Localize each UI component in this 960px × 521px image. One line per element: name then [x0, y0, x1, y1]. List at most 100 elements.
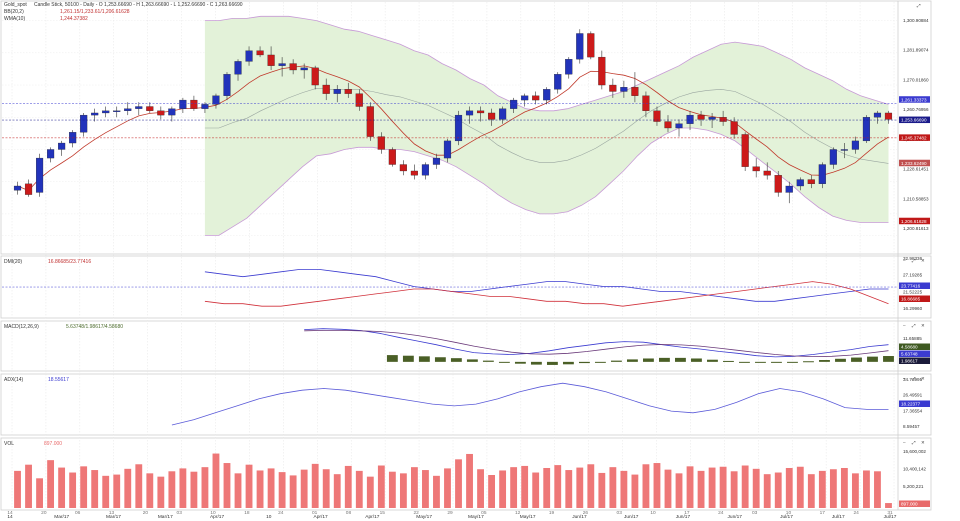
candle-body — [300, 67, 308, 71]
volume-bar — [719, 466, 727, 508]
volume-bar — [444, 468, 451, 508]
volume-bar — [499, 470, 507, 508]
close-icon[interactable]: ✕ — [921, 440, 925, 445]
x-day-label: 03 — [617, 510, 623, 516]
candle-body — [796, 179, 804, 187]
volume-bar — [289, 475, 297, 508]
adx-tick-label: 17.36554 — [903, 408, 923, 413]
volume-bar — [223, 463, 231, 508]
dmi-series — [2, 269, 897, 307]
bb-values: 1,261.15/1,233.61/1,206.61628 — [60, 9, 130, 15]
adx-badge-bg — [899, 400, 930, 407]
candle-body — [741, 134, 749, 167]
x-day-label: 03 — [177, 510, 183, 516]
price-badge-bg — [899, 217, 930, 225]
candle-body — [179, 99, 187, 109]
candle-body — [234, 61, 242, 75]
volume-bar — [840, 467, 848, 508]
wma-label: WMA(10) — [4, 16, 25, 22]
x-day-label: 12 — [515, 510, 521, 516]
maximize-icon[interactable]: ⤢ — [912, 440, 916, 445]
close-icon[interactable]: ✕ — [921, 376, 925, 381]
x-day-label: 05 — [481, 510, 487, 516]
candle-body — [256, 50, 264, 56]
price-badge-bg — [899, 116, 930, 124]
candle-body — [554, 74, 562, 90]
candle-body — [829, 149, 837, 165]
volume-bar — [455, 459, 462, 508]
close-icon[interactable]: ✕ — [921, 258, 925, 263]
x-day-label: 31 — [887, 510, 893, 516]
candle-body — [675, 123, 683, 129]
x-day-label: 29 — [447, 510, 453, 516]
volume-bar — [510, 467, 518, 508]
maximize-icon[interactable]: ⤢ — [912, 258, 916, 263]
x-tick-label: 10 — [266, 514, 272, 520]
vol-label: VOL — [4, 441, 14, 447]
candle-body — [774, 175, 782, 193]
price-badge-bg — [899, 159, 930, 167]
maximize-icon[interactable]: ⤢ — [912, 376, 916, 381]
candle-body — [135, 106, 143, 109]
candle-body — [91, 112, 99, 116]
macd-histogram-bar — [755, 361, 766, 363]
candle-body — [311, 67, 319, 86]
candle-body — [344, 89, 352, 94]
x-tick-label: Jul/17 — [780, 514, 793, 520]
x-day-label: 18 — [244, 510, 250, 516]
x-day-label: 19 — [549, 510, 555, 516]
volume-bar — [47, 460, 55, 508]
volume-bar — [653, 463, 661, 508]
volume-bar — [25, 464, 32, 508]
candle-body — [421, 164, 430, 176]
minimize-icon[interactable]: – — [903, 376, 906, 381]
macd-badge: 1.98617 — [901, 359, 918, 364]
price-badge: 1,253.66690 — [901, 118, 927, 123]
dmi-badge: 23.77416 — [901, 284, 921, 289]
candle-body — [13, 185, 22, 191]
volume-bar — [851, 473, 859, 508]
adx-label: ADX(14) — [4, 377, 24, 383]
volume-bar — [488, 475, 496, 508]
x-day-label: 17 — [684, 510, 690, 516]
candle-body — [124, 108, 132, 111]
adx-tick-label: 26.49591 — [903, 393, 923, 398]
candle-body — [355, 93, 363, 107]
vol-badge-bg — [899, 500, 930, 507]
panel-controls[interactable]: – ⤢ ✕ – ⤢ ✕ – ⤢ ✕ – ⤢ ✕ ⤢ — [903, 3, 925, 445]
volume-bar — [730, 471, 738, 508]
macd-histogram-bar — [578, 361, 590, 364]
minimize-icon[interactable]: – — [903, 440, 906, 445]
x-day-label: 20 — [143, 510, 149, 516]
candle-body — [708, 117, 716, 120]
macd-histogram-bar — [835, 358, 846, 362]
volume-bar — [675, 473, 683, 508]
volume-bar — [212, 453, 220, 508]
maximize-icon[interactable]: ⤢ — [917, 3, 921, 8]
volume-bar — [102, 475, 110, 508]
macd-histogram-bar — [402, 355, 414, 362]
vol-tick-label: 5,200,221 — [903, 484, 924, 489]
macd-histogram-bar — [530, 361, 542, 365]
minimize-icon[interactable]: – — [903, 323, 906, 328]
volume-bar — [256, 470, 264, 508]
x-tick-label: Jul/17 — [832, 514, 845, 520]
candle-body — [807, 179, 815, 185]
x-day-label: 24 — [853, 510, 859, 516]
close-icon[interactable]: ✕ — [921, 323, 925, 328]
x-day-label: 03 — [752, 510, 758, 516]
volume-bar — [874, 471, 881, 508]
minimize-icon[interactable]: – — [903, 258, 906, 263]
candle-body — [35, 157, 44, 193]
candle-body — [278, 63, 286, 66]
candle-body — [697, 114, 705, 120]
price-tick-label: 1,270.01860 — [903, 77, 929, 82]
x-day-label: 20 — [41, 510, 47, 516]
volume-bar — [344, 465, 352, 508]
macd-histogram-bar — [819, 360, 830, 362]
x-day-label: 10 — [650, 510, 656, 516]
candle-body — [730, 121, 738, 135]
maximize-icon[interactable]: ⤢ — [912, 323, 916, 328]
macd-histogram-bar — [867, 356, 878, 362]
volume-bar — [642, 464, 650, 508]
